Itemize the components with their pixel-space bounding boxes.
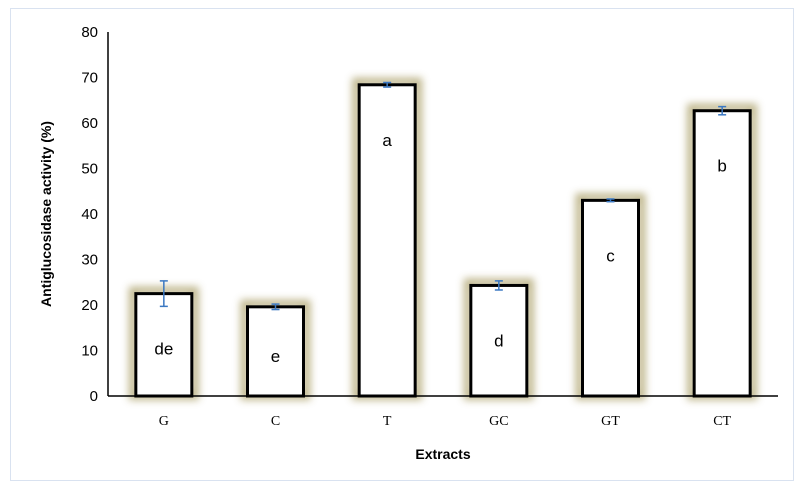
- y-tick-label: 80: [81, 24, 98, 41]
- x-tick-label: G: [159, 414, 169, 429]
- x-tick-labels: G C T GC GT CT: [159, 414, 732, 429]
- x-tick-label: T: [383, 414, 392, 429]
- significance-letter: de: [154, 340, 173, 359]
- bar-ct: [692, 109, 752, 398]
- bar-glows: [128, 77, 758, 401]
- y-tick-label: 60: [81, 115, 98, 132]
- y-tick-labels: 0 10 20 30 40 50 60 70 80: [81, 24, 98, 405]
- bar-gt: [581, 198, 640, 398]
- bars: [134, 83, 752, 398]
- x-tick-label: C: [271, 414, 280, 429]
- significance-letters: de e a d c b: [154, 131, 727, 366]
- y-tick-label: 20: [81, 297, 98, 314]
- y-axis-title: Antiglucosidase activity (%): [38, 121, 54, 307]
- bar-g: [134, 292, 194, 398]
- y-tick-label: 70: [81, 70, 98, 87]
- significance-letter: c: [606, 246, 615, 265]
- x-axis-title: Extracts: [415, 446, 470, 462]
- significance-letter: b: [717, 157, 726, 176]
- y-tick-label: 40: [81, 206, 98, 223]
- chart-frame: de e a d c b 0 10 20 30 40 50 60 70 80 G C T GC GT CT Anti…: [10, 8, 794, 481]
- y-tick-label: 0: [90, 388, 98, 405]
- significance-letter: a: [382, 131, 392, 150]
- y-tick-label: 30: [81, 252, 98, 269]
- x-tick-label: GT: [601, 414, 620, 429]
- x-tick-label: GC: [489, 414, 508, 429]
- x-tick-label: CT: [713, 414, 731, 429]
- significance-letter: d: [494, 331, 503, 350]
- y-tick-label: 50: [81, 161, 98, 178]
- significance-letter: e: [271, 347, 280, 366]
- y-tick-label: 10: [81, 343, 98, 360]
- error-bars: [159, 81, 727, 311]
- bar-t: [357, 83, 417, 398]
